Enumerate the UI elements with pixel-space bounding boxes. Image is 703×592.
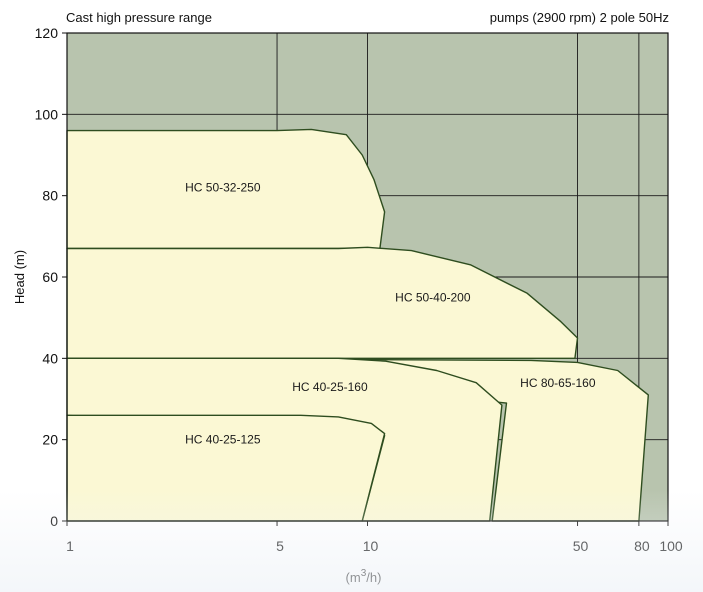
pump-region [66, 246, 579, 359]
x-axis-label-end: /h) [366, 570, 381, 585]
region-label: HC 50-32-250 [185, 181, 261, 195]
pump-region [66, 357, 649, 522]
y-tick-label: 120 [35, 25, 59, 41]
x-axis-label-base: (m [346, 570, 361, 585]
region-label: HC 80-65-160 [520, 376, 596, 390]
y-axis-label: Head (m) [12, 250, 27, 304]
x-tick-label: 80 [634, 538, 650, 554]
x-tick-label: 10 [363, 538, 379, 554]
region-labels: HC 50-32-250 HC 50-40-200 HC 80-65-160 HC 4… [185, 181, 596, 447]
y-tick-label: 80 [42, 188, 58, 204]
pump-region [66, 414, 386, 522]
x-tick-label: 5 [276, 538, 284, 554]
chart-title: Cast high pressure range [66, 10, 212, 25]
x-tick-label: 100 [659, 538, 683, 554]
chart-subtitle: pumps (2900 rpm) 2 pole 50Hz [489, 10, 669, 25]
y-tick-label: 100 [35, 106, 59, 122]
x-tick-label: 50 [573, 538, 589, 554]
region-label: HC 50-40-200 [395, 290, 471, 304]
y-tick-label: 20 [42, 432, 58, 448]
y-tick-label: 40 [42, 350, 58, 366]
y-tick-label: 0 [50, 513, 58, 529]
y-tick-label: 60 [42, 269, 58, 285]
x-tick-label: 1 [66, 538, 74, 554]
region-label: HC 40-25-125 [185, 433, 261, 447]
x-axis-label: (m3/h) [346, 568, 382, 585]
region-label: HC 40-25-160 [292, 380, 368, 394]
